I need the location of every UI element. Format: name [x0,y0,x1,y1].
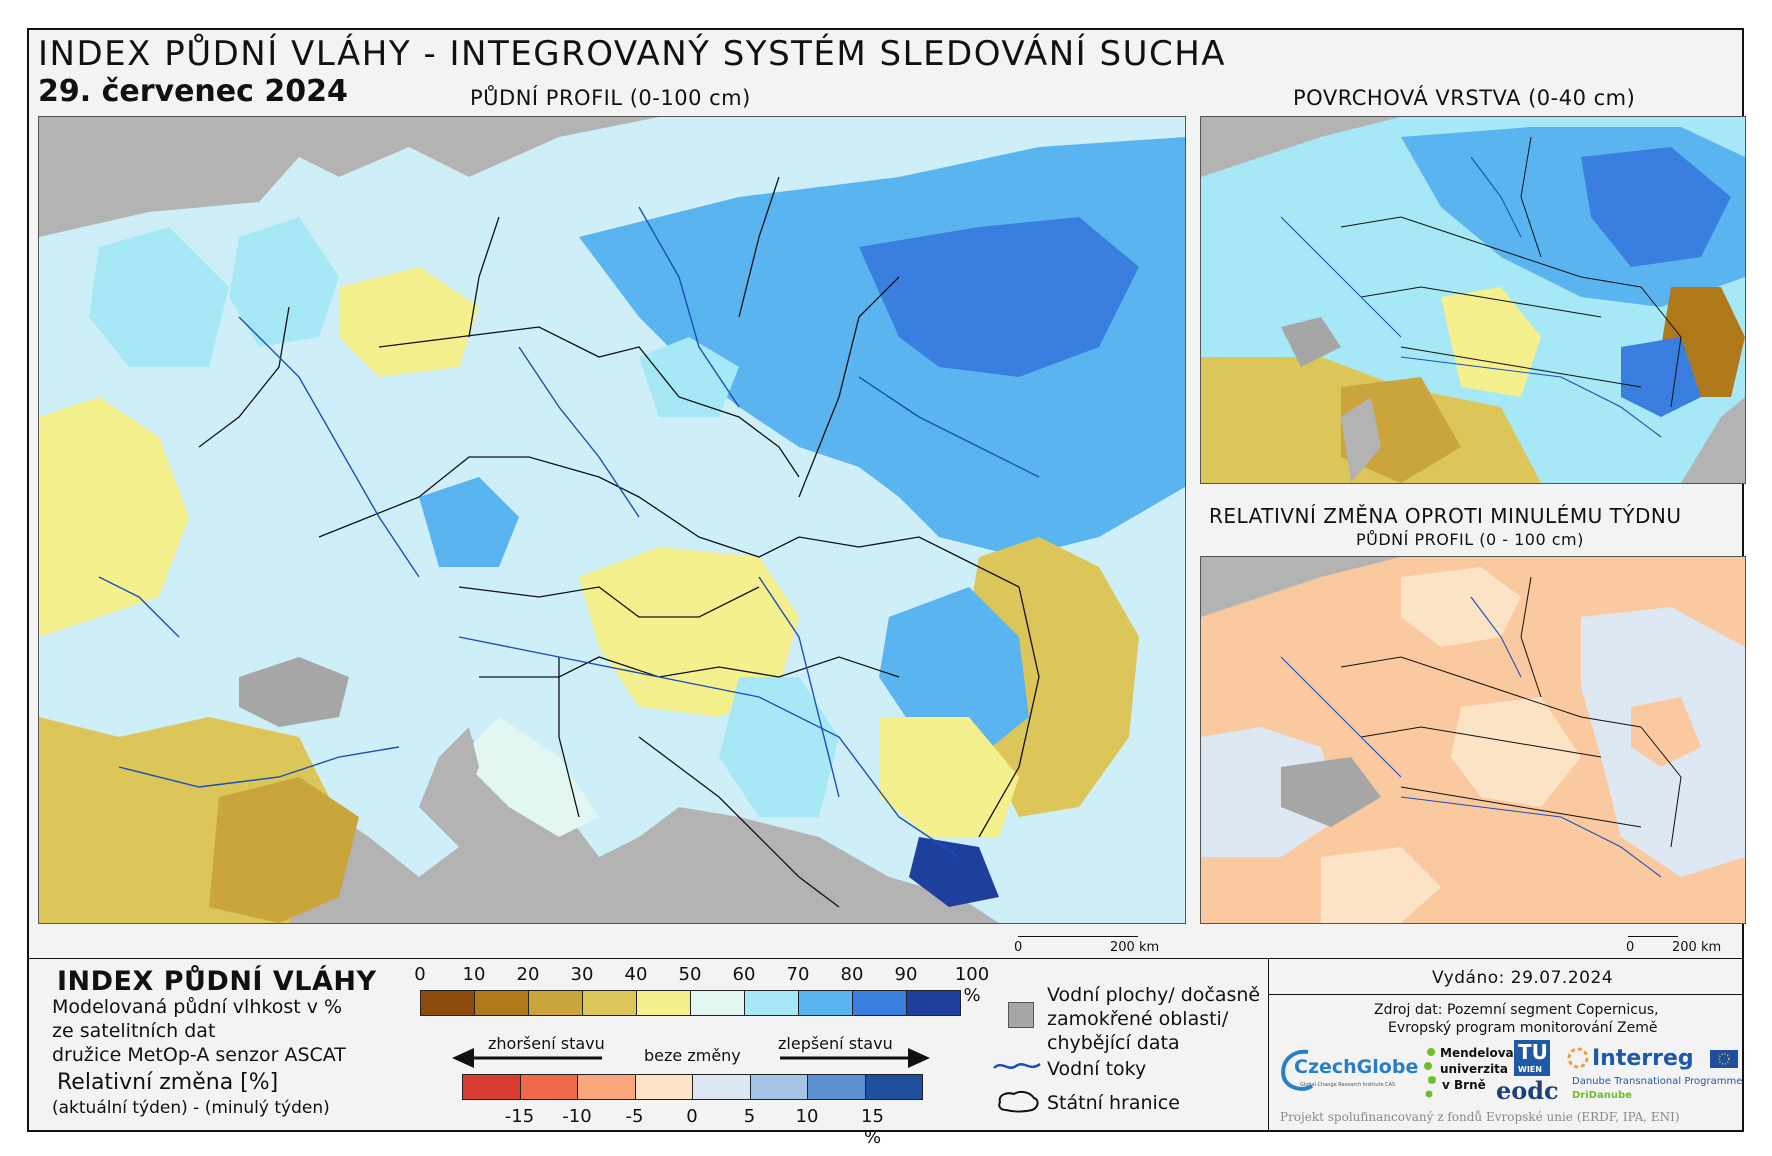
funding-note: Projekt spolufinancovaný z fondů Evropsk… [1280,1110,1680,1124]
moisture-swatch [690,990,745,1016]
main-soil-moisture-map [38,116,1186,924]
info-divider-vertical [1268,958,1269,1132]
legend-desc-1: Modelovaná půdní vlhkost v % [52,996,343,1018]
rivers-label: Vodní toky [1047,1058,1147,1080]
small-scale-zero: 0 [1626,940,1635,955]
moisture-swatch [420,990,475,1016]
moisture-tick-label: 90 [894,964,918,985]
moisture-tick-label: 50 [678,964,702,985]
main-map-scale-bar [1018,926,1138,937]
eu-flag [1710,1050,1738,1068]
main-scale-label: 200 km [1110,940,1160,955]
interreg-logo: Interreg Danube Transnational Programme … [1566,1044,1742,1106]
legend-divider [27,958,1744,959]
better-arrow [780,1046,930,1074]
change-tick-label: -10 [562,1106,592,1127]
tu-wien-logo: TU WIEN [1514,1040,1550,1076]
change-swatch [577,1074,636,1100]
legend-desc-2: ze satelitních dat [52,1020,216,1042]
moisture-tick-label: 70 [786,964,810,985]
info-divider-horizontal [1268,994,1744,995]
change-tick-label: 0 [686,1106,698,1127]
surface-map-label: POVRCHOVÁ VRSTVA (0-40 cm) [1293,86,1636,110]
main-scale-zero: 0 [1014,940,1023,955]
water-label-1: Vodní plochy/ dočasně [1047,984,1261,1006]
moisture-tick-label: 20 [516,964,540,985]
moisture-swatch [798,990,853,1016]
change-map-label: RELATIVNÍ ZMĚNA OPROTI MINULÉMU TÝDNU [1209,504,1682,528]
legend-change-desc: (aktuální týden) - (minulý týden) [52,1098,330,1118]
change-tick-label: 15 % [861,1106,884,1148]
small-scale-label: 200 km [1672,940,1722,955]
moisture-tick-label: 40 [624,964,648,985]
source-line-2: Evropský program monitorování Země [1388,1020,1658,1036]
river-symbol [992,1058,1042,1078]
moisture-tick-label: 0 [414,964,426,985]
border-symbol [994,1088,1042,1118]
legend-title: INDEX PŮDNÍ VLÁHY [57,966,377,997]
change-swatch [634,1074,693,1100]
poster-title: INDEX PŮDNÍ VLÁHY - INTEGROVANÝ SYSTÉM S… [38,34,1227,74]
issued-date: Vydáno: 29.07.2024 [1432,968,1614,988]
no-change-label: beze změny [644,1046,741,1065]
mendel-university-logo: Mendelova univerzita v Brně [1424,1046,1514,1106]
water-label-2: zamokřené oblasti/ [1047,1008,1229,1030]
moisture-swatch [852,990,907,1016]
change-swatch [462,1074,521,1100]
moisture-swatch [528,990,583,1016]
relative-change-map [1200,556,1746,924]
change-swatch [864,1074,923,1100]
moisture-tick-label: 100 % [954,964,990,1006]
small-map-scale-bar [1628,926,1678,937]
change-swatch [807,1074,866,1100]
eodc-logo: eodc [1496,1076,1559,1105]
legend-desc-3: družice MetOp-A senzor ASCAT [52,1044,346,1066]
change-swatch [749,1074,808,1100]
moisture-tick-label: 60 [732,964,756,985]
moisture-swatch [636,990,691,1016]
legend-change-title: Relativní změna [%] [57,1070,279,1095]
moisture-swatch [906,990,961,1016]
borders-label: Státní hranice [1047,1092,1180,1114]
moisture-swatch [582,990,637,1016]
main-map-label: PŮDNÍ PROFIL (0-100 cm) [470,86,751,110]
change-swatch [692,1074,751,1100]
surface-layer-map [1200,116,1746,484]
moisture-tick-label: 10 [462,964,486,985]
czechglobe-logo: CzechGlobe Global Change Research Instit… [1278,1046,1418,1094]
moisture-tick-label: 80 [840,964,864,985]
change-map-sublabel: PŮDNÍ PROFIL (0 - 100 cm) [1356,530,1584,549]
moisture-swatch [474,990,529,1016]
moisture-tick-label: 30 [570,964,594,985]
better-label: zlepšení stavu [778,1034,893,1053]
change-tick-label: -15 [504,1106,535,1127]
source-line-1: Zdroj dat: Pozemní segment Copernicus, [1374,1002,1659,1018]
change-swatch [519,1074,578,1100]
change-tick-label: -5 [625,1106,644,1127]
change-tick-label: 10 [795,1106,819,1127]
moisture-swatch [744,990,799,1016]
worse-label: zhoršení stavu [488,1034,605,1053]
water-bodies-swatch [1008,1002,1034,1028]
water-label-3: chybějící data [1047,1032,1180,1054]
worse-arrow [452,1046,602,1074]
poster-date: 29. červenec 2024 [38,74,348,109]
change-tick-label: 5 [743,1106,756,1127]
